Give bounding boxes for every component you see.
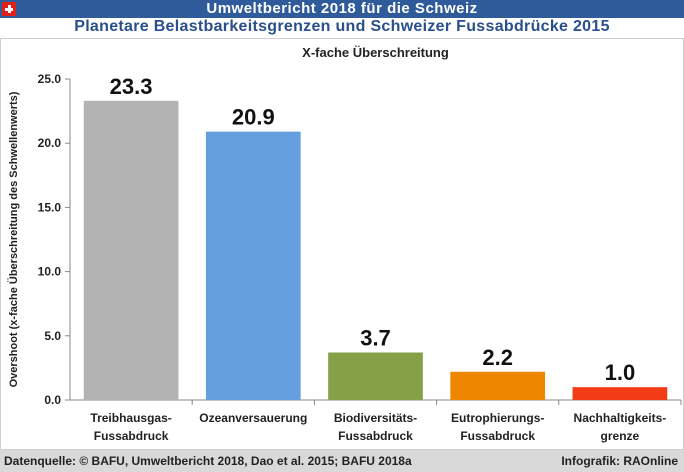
chart-subtitle: Planetare Belastbarkeitsgrenzen und Schw…	[74, 18, 610, 35]
x-tick-label: Eutrophierungs-	[451, 411, 544, 425]
y-axis-title: Overshoot (x-fache Überschreitung des Sc…	[7, 91, 20, 387]
y-tick-label: 5.0	[44, 329, 61, 343]
bar-value-label: 3.7	[360, 325, 391, 350]
bar-value-label: 20.9	[232, 105, 275, 130]
x-tick-label: grenze	[601, 429, 640, 443]
y-tick-label: 15.0	[38, 200, 62, 214]
bar-value-label: 23.3	[110, 74, 153, 99]
bar	[450, 371, 546, 400]
x-tick-label: Fussabdruck	[460, 429, 535, 443]
y-tick-label: 10.0	[38, 265, 62, 279]
footer-bar: Datenquelle: © BAFU, Umweltbericht 2018,…	[0, 450, 684, 472]
chart-title: X-fache Überschreitung	[302, 45, 449, 60]
title-bar: Umweltbericht 2018 für die Schweiz	[0, 0, 684, 18]
bar-chart: X-fache Überschreitung 0.0 5.0 10.0 15.0 20.0…	[7, 45, 682, 443]
bar-value-label: 2.2	[482, 345, 513, 370]
x-tick-label: Fussabdruck	[94, 429, 169, 443]
x-tick-label: Treibhausgas-	[90, 411, 171, 425]
bar	[205, 131, 301, 401]
y-tick-label: 0.0	[44, 393, 61, 407]
x-tick-label: Biodiversitäts-	[334, 411, 417, 425]
chart-frame: X-fache Überschreitung 0.0 5.0 10.0 15.0 20.0…	[0, 38, 684, 450]
report-title: Umweltbericht 2018 für die Schweiz	[206, 0, 478, 17]
infographic-credit: Infografik: RAOnline	[561, 454, 678, 468]
bar	[328, 352, 423, 400]
y-tick-label: 25.0	[38, 72, 62, 86]
y-tick-label: 20.0	[38, 136, 62, 150]
x-tick-label: Nachhaltigkeits-	[574, 411, 667, 425]
x-tick-label: Fussabdruck	[338, 429, 413, 443]
bar	[572, 387, 668, 400]
bar-value-label: 1.0	[605, 360, 636, 385]
swiss-flag-icon	[2, 2, 16, 16]
bar	[83, 100, 179, 400]
x-tick-label: Ozeanversauerung	[199, 411, 307, 425]
data-source: Datenquelle: © BAFU, Umweltbericht 2018,…	[4, 454, 412, 468]
